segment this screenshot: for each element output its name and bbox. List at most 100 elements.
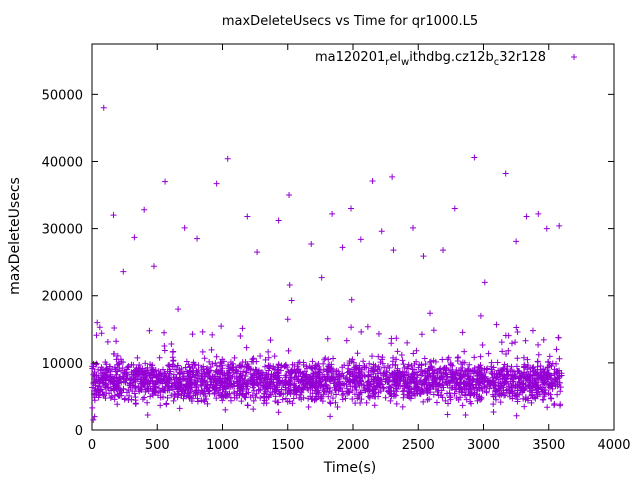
data-point <box>168 340 175 347</box>
data-point <box>91 372 98 379</box>
data-point <box>358 389 365 396</box>
data-point <box>316 380 323 387</box>
data-point <box>274 384 281 391</box>
data-point <box>505 332 512 339</box>
data-point <box>133 366 140 373</box>
data-point <box>508 388 515 395</box>
data-point <box>221 370 228 377</box>
y-tick-label: 40000 <box>42 155 83 170</box>
data-point <box>435 387 442 394</box>
data-point <box>245 389 252 396</box>
data-point <box>297 391 304 398</box>
data-point <box>201 355 208 362</box>
y-tick-label: 20000 <box>42 290 83 305</box>
data-point <box>454 379 461 386</box>
data-point <box>548 363 555 370</box>
data-point <box>253 358 260 365</box>
data-point <box>211 375 218 382</box>
data-point <box>529 377 536 384</box>
data-point <box>335 368 342 375</box>
data-point <box>165 383 172 390</box>
data-point <box>384 369 391 376</box>
data-point <box>130 361 137 368</box>
data-point <box>348 324 355 331</box>
data-point <box>375 375 382 382</box>
data-point <box>443 379 450 386</box>
data-point <box>295 373 302 380</box>
data-point <box>107 395 114 402</box>
data-point <box>200 366 207 373</box>
axis-ticks: 0 500 1000 1500 2000 2500 3000 3500 400001000020… <box>42 44 631 453</box>
data-point <box>241 363 248 370</box>
data-point <box>280 391 287 398</box>
data-point <box>270 363 277 370</box>
data-point <box>514 391 521 398</box>
data-point <box>339 364 346 371</box>
data-point <box>548 395 555 402</box>
data-point <box>447 394 454 401</box>
data-point <box>137 365 144 372</box>
data-point <box>447 362 454 369</box>
data-point <box>534 389 541 396</box>
data-point <box>255 382 262 389</box>
legend: ma120201relwithdbg.cz12bc32r128 <box>315 50 577 68</box>
data-point <box>540 370 547 377</box>
data-point <box>142 360 149 367</box>
data-point <box>236 381 243 388</box>
data-point <box>275 409 282 416</box>
data-point <box>190 392 197 399</box>
data-point <box>392 371 399 378</box>
data-point <box>157 402 164 409</box>
data-point <box>164 394 171 401</box>
data-point <box>379 360 386 367</box>
data-point <box>282 377 289 384</box>
data-point <box>411 384 418 391</box>
data-point <box>116 375 123 382</box>
data-point <box>142 388 149 395</box>
data-point <box>514 329 521 336</box>
data-point <box>481 279 488 286</box>
data-point <box>115 361 122 368</box>
data-point <box>513 391 520 398</box>
data-point <box>537 384 544 391</box>
data-point <box>273 387 280 394</box>
data-point <box>329 210 336 217</box>
data-point <box>383 375 390 382</box>
data-point <box>328 376 335 383</box>
data-point <box>400 387 407 394</box>
data-point <box>543 225 550 232</box>
x-tick-label: 500 <box>145 438 170 453</box>
data-point <box>132 397 139 404</box>
data-point <box>342 375 349 382</box>
data-point <box>477 312 484 319</box>
data-point <box>411 361 418 368</box>
data-point <box>139 369 146 376</box>
data-point <box>120 268 127 275</box>
data-point <box>201 398 208 405</box>
data-point <box>382 394 389 401</box>
data-point <box>310 371 317 378</box>
data-point <box>130 379 137 386</box>
data-point <box>289 368 296 375</box>
data-point <box>512 339 519 346</box>
data-point <box>454 358 461 365</box>
data-point <box>281 363 288 370</box>
data-point <box>131 390 138 397</box>
data-point <box>134 354 141 361</box>
data-point <box>408 362 415 369</box>
data-point <box>266 391 273 398</box>
data-point <box>468 400 475 407</box>
data-point <box>261 394 268 401</box>
data-point <box>506 393 513 400</box>
data-point <box>386 388 393 395</box>
data-point <box>393 356 400 363</box>
data-point <box>525 395 532 402</box>
data-point <box>298 379 305 386</box>
data-point <box>282 386 289 393</box>
data-point <box>357 236 364 243</box>
data-point <box>433 399 440 406</box>
data-point <box>275 217 282 224</box>
data-point <box>266 365 273 372</box>
data-point <box>168 380 175 387</box>
